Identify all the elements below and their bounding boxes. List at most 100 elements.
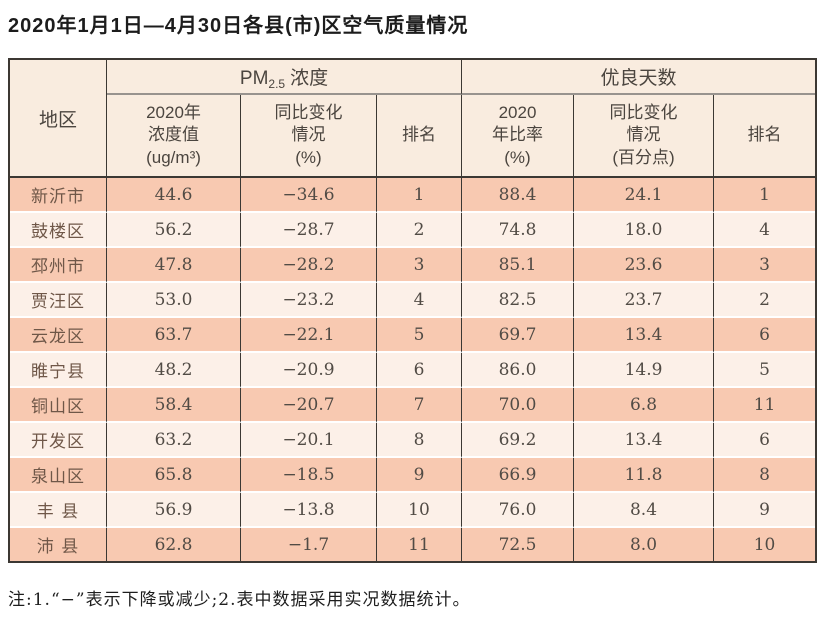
cell-pm-rank: 11 — [377, 528, 462, 561]
cell-days-rate: 85.1 — [462, 248, 574, 283]
header-region: 地区 — [10, 60, 107, 178]
cell-days-change: 18.0 — [574, 213, 714, 248]
cell-pm-change: −28.2 — [241, 248, 377, 283]
cell-days-rate: 88.4 — [462, 178, 574, 213]
header-line: 同比变化 — [274, 102, 343, 122]
table-row: 贾汪区 53.0 −23.2 4 82.5 23.7 2 — [10, 283, 816, 318]
table-header: 地区 PM2.5 浓度 优良天数 2020年 浓度值 (ug/m³) 同比变化 情… — [10, 60, 816, 178]
cell-pm-change: −13.8 — [241, 493, 377, 528]
cell-pm-rank: 10 — [377, 493, 462, 528]
header-pm-value: 2020年 浓度值 (ug/m³) — [107, 95, 241, 178]
header-line: 年比率 — [492, 125, 543, 145]
cell-region: 新沂市 — [10, 178, 107, 213]
header-line: 2020年 — [146, 102, 201, 122]
cell-days-change: 11.8 — [574, 458, 714, 493]
cell-days-rank: 5 — [714, 353, 816, 388]
cell-pm-value: 53.0 — [107, 283, 241, 318]
cell-days-change: 23.6 — [574, 248, 714, 283]
cell-days-rank: 3 — [714, 248, 816, 283]
pm-label-subscript: 2.5 — [268, 76, 286, 91]
cell-days-rate: 70.0 — [462, 388, 574, 423]
header-pm-change: 同比变化 情况 (%) — [241, 95, 377, 178]
header-sub-row: 2020年 浓度值 (ug/m³) 同比变化 情况 (%) 排名 2020 年比… — [10, 95, 816, 178]
table-row: 睢宁县 48.2 −20.9 6 86.0 14.9 5 — [10, 353, 816, 388]
cell-region: 云龙区 — [10, 318, 107, 353]
header-line: (ug/m³) — [146, 147, 201, 167]
header-line: 情况 — [626, 125, 661, 145]
cell-pm-rank: 4 — [377, 283, 462, 318]
cell-pm-change: −18.5 — [241, 458, 377, 493]
cell-pm-value: 44.6 — [107, 178, 241, 213]
header-line: (%) — [504, 147, 531, 167]
cell-days-change: 24.1 — [574, 178, 714, 213]
header-pm-group: PM2.5 浓度 — [107, 60, 462, 95]
table-row: 云龙区 63.7 −22.1 5 69.7 13.4 6 — [10, 318, 816, 353]
header-days-rate: 2020 年比率 (%) — [462, 95, 574, 178]
cell-pm-rank: 5 — [377, 318, 462, 353]
cell-days-change: 23.7 — [574, 283, 714, 318]
cell-pm-value: 58.4 — [107, 388, 241, 423]
cell-pm-change: −34.6 — [241, 178, 377, 213]
cell-days-rank: 10 — [714, 528, 816, 561]
table-row: 铜山区 58.4 −20.7 7 70.0 6.8 11 — [10, 388, 816, 423]
table-row: 新沂市 44.6 −34.6 1 88.4 24.1 1 — [10, 178, 816, 213]
cell-region: 铜山区 — [10, 388, 107, 423]
cell-pm-value: 48.2 — [107, 353, 241, 388]
cell-region: 丰 县 — [10, 493, 107, 528]
table-row: 鼓楼区 56.2 −28.7 2 74.8 18.0 4 — [10, 213, 816, 248]
cell-days-rank: 11 — [714, 388, 816, 423]
cell-pm-rank: 9 — [377, 458, 462, 493]
cell-pm-rank: 3 — [377, 248, 462, 283]
cell-pm-change: −20.9 — [241, 353, 377, 388]
footnote: 注:1.“−”表示下降或减少;2.表中数据采用实况数据统计。 — [8, 590, 471, 610]
cell-pm-rank: 6 — [377, 353, 462, 388]
cell-region: 泉山区 — [10, 458, 107, 493]
header-line: 2020 — [498, 102, 537, 122]
cell-region: 睢宁县 — [10, 353, 107, 388]
cell-pm-change: −23.2 — [241, 283, 377, 318]
cell-region: 贾汪区 — [10, 283, 107, 318]
cell-days-change: 13.4 — [574, 423, 714, 458]
header-line: (%) — [295, 147, 322, 167]
cell-pm-change: −1.7 — [241, 528, 377, 561]
cell-days-rank: 1 — [714, 178, 816, 213]
header-line: 情况 — [291, 125, 326, 145]
page-title: 2020年1月1日—4月30日各县(市)区空气质量情况 — [8, 15, 469, 37]
cell-days-change: 14.9 — [574, 353, 714, 388]
air-quality-table: 地区 PM2.5 浓度 优良天数 2020年 浓度值 (ug/m³) 同比变化 情… — [10, 60, 816, 561]
cell-days-rank: 6 — [714, 318, 816, 353]
cell-region: 开发区 — [10, 423, 107, 458]
cell-days-rate: 86.0 — [462, 353, 574, 388]
table-row: 丰 县 56.9 −13.8 10 76.0 8.4 9 — [10, 493, 816, 528]
cell-days-rate: 82.5 — [462, 283, 574, 318]
cell-pm-value: 56.2 — [107, 213, 241, 248]
header-group-row: 地区 PM2.5 浓度 优良天数 — [10, 60, 816, 178]
cell-days-rank: 8 — [714, 458, 816, 493]
pm-label-suffix: 浓度 — [290, 67, 329, 89]
cell-days-change: 13.4 — [574, 318, 714, 353]
table-body: 新沂市 44.6 −34.6 1 88.4 24.1 1 鼓楼区 56.2 −2… — [10, 178, 816, 561]
table-row: 泉山区 65.8 −18.5 9 66.9 11.8 8 — [10, 458, 816, 493]
cell-pm-value: 63.2 — [107, 423, 241, 458]
cell-pm-value: 62.8 — [107, 528, 241, 561]
cell-region: 邳州市 — [10, 248, 107, 283]
cell-pm-value: 65.8 — [107, 458, 241, 493]
cell-region: 鼓楼区 — [10, 213, 107, 248]
header-pm-rank: 排名 — [377, 95, 462, 178]
header-days-change: 同比变化 情况 (百分点) — [574, 95, 714, 178]
cell-pm-change: −20.1 — [241, 423, 377, 458]
cell-days-rate: 74.8 — [462, 213, 574, 248]
table-row: 沛 县 62.8 −1.7 11 72.5 8.0 10 — [10, 528, 816, 561]
header-days-rank: 排名 — [714, 95, 816, 178]
cell-pm-value: 47.8 — [107, 248, 241, 283]
cell-days-rank: 2 — [714, 283, 816, 318]
cell-days-rank: 4 — [714, 213, 816, 248]
cell-days-rate: 69.7 — [462, 318, 574, 353]
header-days-group: 优良天数 — [462, 60, 816, 95]
cell-pm-change: −28.7 — [241, 213, 377, 248]
cell-days-change: 8.0 — [574, 528, 714, 561]
cell-region: 沛 县 — [10, 528, 107, 561]
cell-pm-change: −22.1 — [241, 318, 377, 353]
cell-days-rate: 76.0 — [462, 493, 574, 528]
cell-pm-change: −20.7 — [241, 388, 377, 423]
